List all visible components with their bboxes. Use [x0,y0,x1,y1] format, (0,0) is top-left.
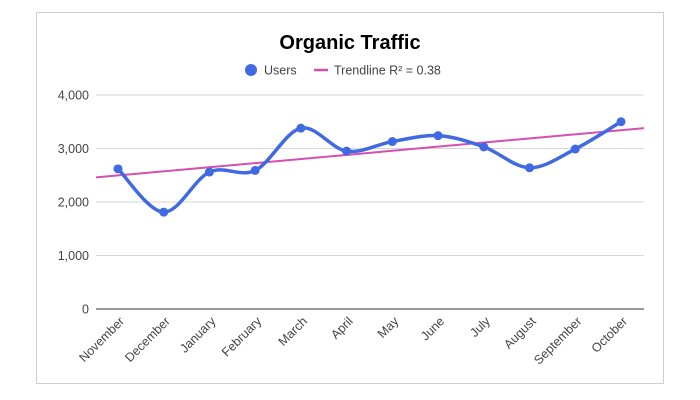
x-tick-label: February [219,314,265,360]
series-users [113,117,626,217]
y-tick-label: 2,000 [58,196,89,210]
data-point[interactable] [525,163,535,173]
data-point[interactable] [159,207,169,217]
x-tick-label: July [467,314,493,340]
x-tick-label: August [501,314,539,352]
chart-title: Organic Traffic [279,32,420,54]
x-tick-label: May [375,314,402,341]
trendline-line [95,127,645,179]
y-tick-label: 4,000 [58,89,89,103]
x-tick-label: January [177,314,219,356]
data-point[interactable] [479,142,489,152]
x-tick-label: September [531,314,584,367]
data-point[interactable] [204,167,214,177]
data-point[interactable] [250,165,260,175]
x-tick-label: April [328,314,356,342]
x-tick-label: March [276,314,310,348]
y-tick-label: 1,000 [58,249,89,263]
y-axis-ticks: 0 1,000 2,000 3,000 4,000 [58,89,89,317]
x-tick-label: December [122,314,173,365]
x-tick-label: October [589,314,630,355]
legend-users-label: Users [264,64,297,78]
legend: Users Trendline R² = 0.38 [245,64,441,78]
data-point[interactable] [113,164,123,174]
data-point[interactable] [570,144,580,154]
x-tick-label: June [418,314,447,343]
x-tick-label: November [76,314,127,365]
legend-users-marker [245,64,257,76]
data-point[interactable] [342,146,352,156]
y-tick-label: 0 [82,303,89,317]
data-point[interactable] [296,123,306,133]
data-point[interactable] [616,117,626,127]
trendline [95,127,645,179]
legend-trendline-label: Trendline R² = 0.38 [334,64,441,78]
data-point[interactable] [433,131,443,141]
gridlines [96,94,644,256]
series-line-users [116,120,623,214]
data-point[interactable] [387,137,397,147]
y-tick-label: 3,000 [58,142,89,156]
